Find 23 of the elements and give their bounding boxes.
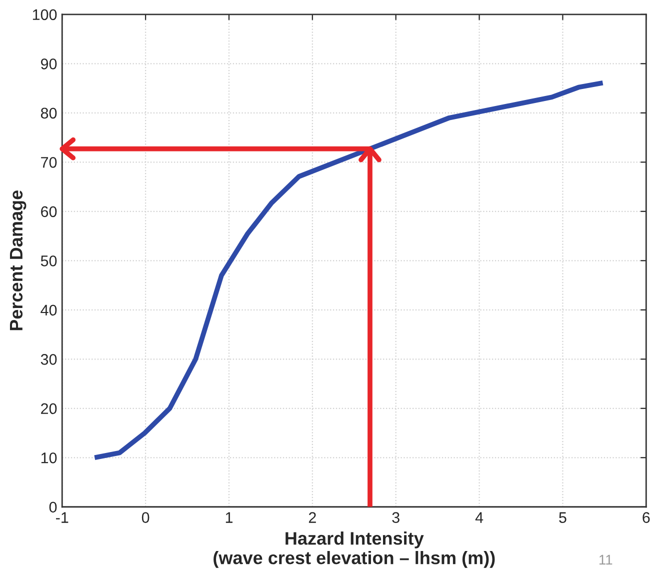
y-tick-label: 20 bbox=[41, 403, 57, 414]
x-tick-label: 4 bbox=[475, 512, 484, 523]
y-tick-label: 90 bbox=[40, 58, 57, 70]
line-series bbox=[92, 80, 606, 460]
x-tick-label: -1 bbox=[56, 512, 68, 523]
y-axis-title: Percent Damage bbox=[10, 190, 26, 330]
x-tick-label: 1 bbox=[226, 512, 232, 523]
y-tick-label: 100 bbox=[32, 9, 57, 20]
x-tick-label: 6 bbox=[642, 512, 650, 523]
x-axis-title: Hazard Intensity (wave crest elevation – lhsm (m)) bbox=[214, 532, 495, 568]
text: 11 bbox=[599, 554, 612, 564]
y-tick-label: 10 bbox=[41, 452, 57, 464]
y-tick-label: 0 bbox=[49, 502, 57, 513]
y-tick-label: 30 bbox=[40, 354, 57, 365]
y-tick-label: 60 bbox=[41, 206, 57, 218]
y-tick-label: 70 bbox=[41, 157, 57, 168]
y-tick-label: 80 bbox=[40, 108, 57, 119]
x-tick-label: 5 bbox=[559, 512, 566, 523]
x-tick-label: 2 bbox=[308, 512, 316, 523]
x-tick-label: 3 bbox=[392, 512, 400, 523]
y-tick-label: 50 bbox=[40, 256, 57, 266]
x-tick-label: 0 bbox=[142, 512, 150, 523]
y-tick-label: 40 bbox=[40, 304, 57, 316]
